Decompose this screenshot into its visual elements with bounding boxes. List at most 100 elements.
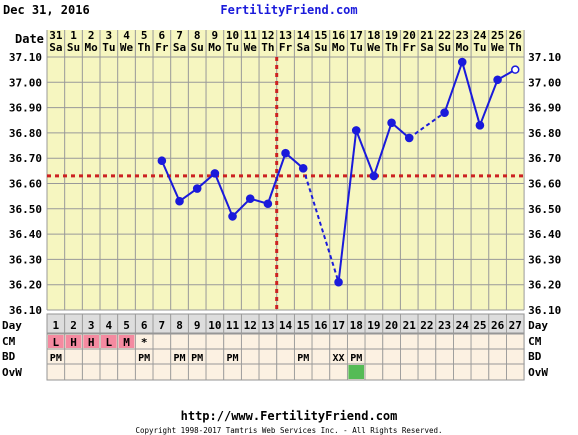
bd-value: PM — [50, 353, 62, 364]
data-point — [263, 199, 273, 209]
bd-row-label-left: BD — [2, 350, 16, 363]
data-point — [175, 196, 184, 206]
cycle-day-label: 3 — [88, 319, 95, 332]
data-point — [369, 171, 379, 181]
date-label: 19 — [385, 29, 398, 42]
y-tick-right: 36.20 — [528, 279, 561, 292]
cycle-day-label: 20 — [385, 319, 398, 332]
data-point — [210, 169, 220, 178]
weekday-label: Tu — [350, 41, 363, 54]
bd-value: XX — [333, 353, 345, 364]
series-segment — [266, 152, 287, 205]
date-label: 7 — [176, 29, 183, 42]
bd-value: PM — [297, 353, 309, 364]
date-label: 5 — [141, 29, 148, 42]
ovw-row-band — [46, 363, 525, 381]
date-label: 3 — [106, 29, 113, 42]
series-segment-dashed — [302, 168, 340, 283]
cm-row-band — [46, 333, 525, 350]
date-label: 20 — [403, 29, 416, 42]
date-row-label: Date — [15, 32, 44, 46]
date-label: 6 — [159, 29, 166, 42]
cycle-day-label: 6 — [141, 319, 148, 332]
cycle-day-label: 7 — [159, 319, 166, 332]
cm-cell-fill — [101, 335, 117, 348]
bd-value: PM — [191, 353, 203, 364]
cm-value: H — [70, 336, 77, 349]
cycle-day-label: 10 — [208, 319, 221, 332]
ovw-positive-cell — [348, 365, 365, 379]
cm-row-label-right: CM — [528, 335, 542, 348]
bd-value: PM — [350, 353, 362, 364]
y-tick-left: 37.10 — [9, 51, 42, 64]
cm-cell-fill — [65, 335, 82, 348]
y-tick-right: 36.40 — [528, 228, 561, 241]
date-label: 15 — [314, 29, 327, 42]
data-point — [457, 57, 467, 67]
y-tick-right: 36.60 — [528, 178, 561, 191]
data-point — [281, 148, 290, 158]
y-tick-left: 36.20 — [9, 279, 42, 292]
footer-url: http://www.FertilityFriend.com — [181, 409, 398, 423]
cycle-day-label: 27 — [509, 319, 522, 332]
date-header-band — [47, 30, 525, 57]
cycle-day-label: 15 — [297, 319, 310, 332]
cm-value: L — [106, 336, 113, 349]
date-label: 25 — [491, 29, 504, 42]
day-row-label-left: Day — [2, 319, 22, 332]
cycle-day-label: 18 — [350, 319, 363, 332]
weekday-label: Su — [67, 41, 80, 54]
y-tick-left: 36.60 — [9, 178, 42, 191]
weekday-label: Fr — [403, 41, 417, 54]
data-point — [334, 277, 343, 287]
weekday-label: Mo — [208, 41, 222, 54]
cycle-day-label: 2 — [70, 319, 77, 332]
weekday-label: Sa — [297, 41, 310, 54]
bd-value: PM — [174, 353, 186, 364]
date-label: 31 — [49, 29, 63, 42]
weekday-label: We — [120, 41, 134, 54]
bd-row-label-right: BD — [528, 350, 542, 363]
series-segment — [461, 61, 481, 126]
weekday-label: Sa — [420, 41, 433, 54]
y-tick-right: 36.50 — [528, 203, 561, 216]
weekday-label: Th — [261, 41, 274, 54]
cycle-day-label: 4 — [106, 319, 113, 332]
cycle-day-label: 8 — [176, 319, 183, 332]
bd-value: PM — [138, 353, 150, 364]
series-segment — [478, 79, 499, 126]
series-segment — [337, 130, 358, 283]
data-point — [228, 212, 237, 221]
cycle-day-label: 17 — [332, 319, 345, 332]
weekday-label: Sa — [49, 41, 62, 54]
weekday-label: Sa — [173, 41, 186, 54]
date-label: 17 — [350, 29, 363, 42]
weekday-label: Mo — [456, 41, 470, 54]
data-point — [404, 133, 414, 143]
data-point — [157, 156, 167, 166]
weekday-label: We — [491, 41, 505, 54]
data-point — [351, 126, 361, 135]
data-point — [245, 194, 255, 203]
cm-value: * — [141, 336, 148, 349]
date-label: 4 — [123, 29, 130, 42]
weekday-label: Th — [509, 41, 522, 54]
weekday-label: Su — [191, 41, 204, 54]
cycle-day-label: 21 — [403, 319, 417, 332]
data-point — [493, 75, 502, 85]
cycle-day-label: 26 — [491, 319, 505, 332]
weekday-label: We — [367, 41, 381, 54]
date-label: 1 — [70, 29, 77, 42]
cm-cell-fill — [48, 335, 64, 348]
weekday-label: Su — [314, 41, 327, 54]
y-tick-left: 36.40 — [9, 228, 42, 241]
cm-value: M — [123, 336, 130, 349]
y-tick-right: 36.30 — [528, 253, 561, 266]
series-segment — [443, 61, 464, 113]
date-label: 9 — [212, 29, 219, 42]
row-cell — [506, 363, 525, 381]
weekday-label: Mo — [85, 41, 99, 54]
data-point — [192, 184, 202, 193]
series-segment-dashed — [408, 111, 446, 139]
bd-row-band — [46, 348, 525, 365]
